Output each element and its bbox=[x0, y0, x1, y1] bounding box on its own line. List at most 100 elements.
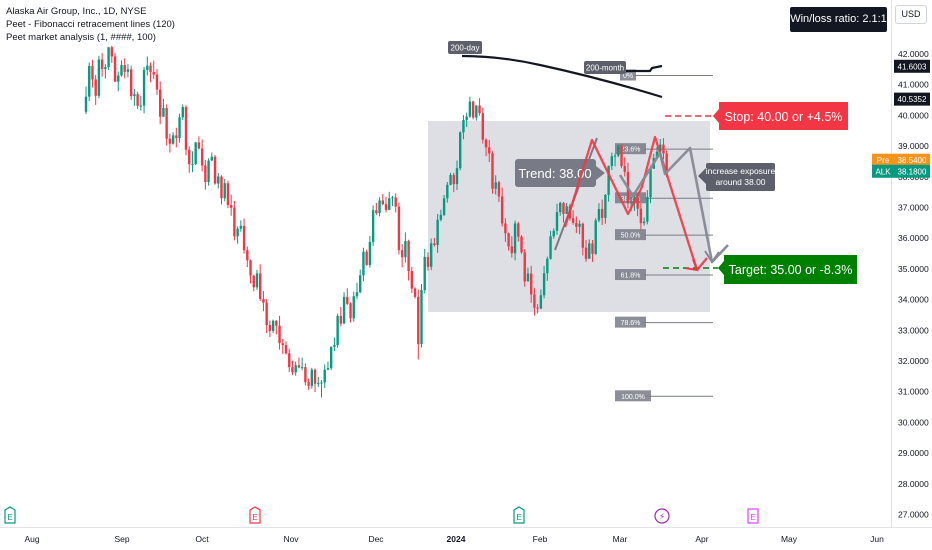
candle-body bbox=[113, 56, 117, 82]
candle-body bbox=[478, 105, 481, 114]
candle-body bbox=[665, 153, 668, 172]
candle-body bbox=[281, 343, 284, 346]
candle-body bbox=[152, 72, 155, 75]
candle-body bbox=[236, 228, 239, 237]
candle-body bbox=[239, 225, 243, 229]
candle-body bbox=[546, 258, 549, 274]
candle-body bbox=[442, 198, 446, 215]
fib-level-label: 61.8% bbox=[621, 273, 641, 280]
candle-body bbox=[375, 210, 378, 214]
candle-body bbox=[120, 65, 123, 76]
candle-body bbox=[323, 369, 326, 383]
candle-body bbox=[252, 275, 255, 288]
candle-body bbox=[639, 208, 643, 224]
candle-body bbox=[504, 223, 507, 234]
candle-body bbox=[604, 194, 607, 218]
candle-body bbox=[200, 148, 204, 166]
candle-body bbox=[494, 182, 497, 189]
candle-body bbox=[223, 183, 226, 199]
candle-body bbox=[168, 138, 172, 144]
candle-body bbox=[533, 294, 536, 308]
fib-level-label: 0% bbox=[623, 73, 633, 80]
symbol-title[interactable]: Alaska Air Group, Inc., 1D, NYSE bbox=[6, 6, 147, 17]
candle-body bbox=[539, 295, 543, 309]
candle-body bbox=[162, 108, 165, 117]
candle-body bbox=[439, 214, 443, 220]
indicator-market-analysis[interactable]: Peet market analysis (1, ####, 100) bbox=[6, 32, 156, 43]
y-tick-label: 39.0000 bbox=[898, 141, 929, 151]
candle-body bbox=[610, 156, 614, 167]
candle-body bbox=[142, 69, 146, 106]
candle-body bbox=[378, 200, 381, 214]
x-tick-label: Mar bbox=[613, 534, 628, 544]
candle-body bbox=[271, 320, 275, 331]
x-tick-label: Nov bbox=[283, 534, 299, 544]
candle-body bbox=[526, 273, 530, 282]
candle-body bbox=[349, 303, 352, 319]
event-marker-earnings-3[interactable]: E bbox=[513, 506, 525, 524]
candle-body bbox=[391, 197, 394, 199]
candle-body bbox=[355, 292, 359, 297]
candle-body bbox=[146, 65, 149, 70]
candle-body bbox=[500, 196, 504, 224]
y-tick-label: 32.0000 bbox=[898, 356, 929, 366]
event-marker-earnings-2[interactable]: E bbox=[249, 506, 261, 524]
y-tick-label: 36.0000 bbox=[898, 233, 929, 243]
candle-body bbox=[510, 246, 514, 254]
ma-200-day-label: 200-day bbox=[451, 44, 480, 53]
candle-body bbox=[317, 383, 320, 385]
stop-label-box[interactable] bbox=[719, 102, 848, 130]
candle-body bbox=[529, 273, 533, 295]
candle-body bbox=[291, 367, 294, 373]
event-marker-earnings-4[interactable]: E bbox=[747, 508, 759, 524]
trend-label: Trend: 38.00 bbox=[518, 166, 591, 181]
win-loss-ratio-label: Win/loss ratio: 2.1:1 bbox=[790, 7, 887, 32]
candle-body bbox=[297, 365, 301, 368]
price-tag-symbol: ALK bbox=[875, 167, 891, 176]
fib-level-tag bbox=[615, 269, 646, 281]
candle-body bbox=[100, 59, 104, 70]
candle-body bbox=[584, 247, 588, 259]
ma-200-month-label-bg bbox=[584, 61, 626, 74]
candle-body bbox=[362, 251, 365, 276]
candle-body bbox=[371, 210, 375, 242]
x-tick-label: Aug bbox=[24, 534, 39, 544]
price-tag-bg bbox=[894, 92, 930, 106]
candle-body bbox=[600, 209, 604, 218]
candle-body bbox=[394, 197, 397, 207]
target-label-box[interactable] bbox=[724, 255, 857, 284]
candle-body bbox=[307, 382, 310, 386]
candle-body bbox=[197, 142, 201, 149]
candle-body bbox=[117, 75, 120, 82]
trend-label-pointer bbox=[596, 166, 605, 180]
stop-label-pointer bbox=[713, 109, 719, 123]
event-marker-flash[interactable]: ⚡ bbox=[654, 508, 670, 524]
candle-body bbox=[288, 353, 291, 368]
fib-level-label: 78.6% bbox=[621, 320, 641, 327]
price-tag-bg bbox=[894, 153, 930, 167]
exposure-note-pointer bbox=[698, 168, 706, 184]
indicator-fibonacci[interactable]: Peet - Fibonacci retracement lines (120) bbox=[6, 19, 175, 30]
trend-label-box[interactable] bbox=[515, 159, 596, 187]
x-tick-label: May bbox=[781, 534, 798, 544]
currency-button[interactable]: USD bbox=[895, 5, 927, 24]
candle-body bbox=[426, 256, 430, 267]
candle-body bbox=[549, 236, 552, 259]
price-tag-value: 38.5400 bbox=[898, 156, 927, 165]
ma-200-day-label-bg bbox=[448, 41, 482, 54]
candle-body bbox=[484, 139, 488, 148]
event-marker-earnings-1[interactable]: E bbox=[4, 506, 16, 524]
candle-body bbox=[126, 69, 130, 72]
y-tick-label: 42.0000 bbox=[898, 49, 929, 59]
fib-level-tag bbox=[620, 69, 636, 81]
candle-body bbox=[255, 273, 259, 288]
price-tag-bg bbox=[894, 164, 930, 178]
candle-body bbox=[210, 156, 214, 161]
candle-body bbox=[149, 65, 152, 73]
candle-body bbox=[649, 168, 652, 198]
fib-level-tag bbox=[615, 390, 651, 402]
candle-body bbox=[191, 163, 194, 165]
exposure-note-box[interactable] bbox=[706, 163, 775, 191]
candle-body bbox=[523, 252, 526, 282]
